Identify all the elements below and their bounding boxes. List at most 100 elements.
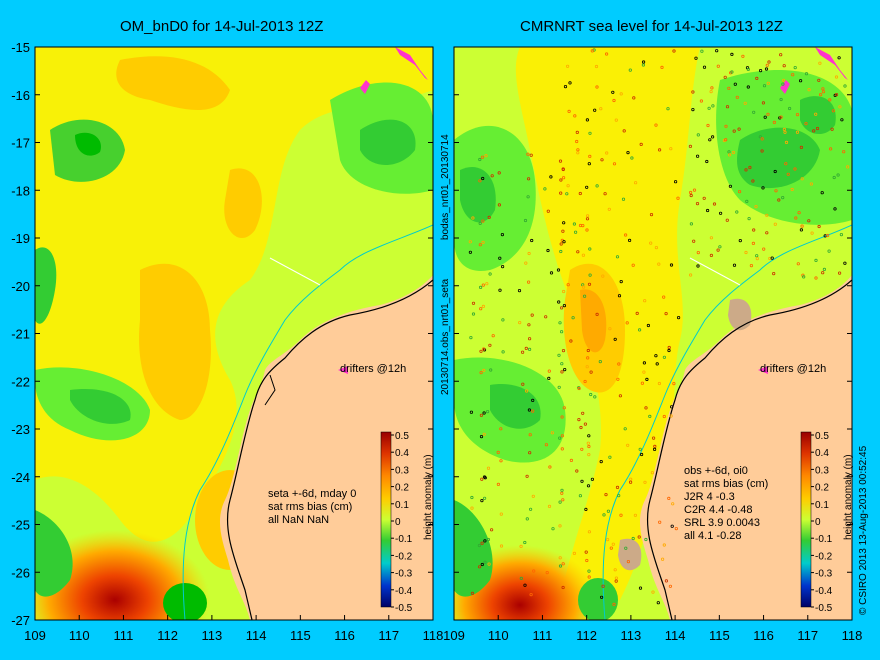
obs-marker (519, 544, 523, 549)
obs-marker (482, 347, 486, 351)
obs-marker (532, 569, 536, 573)
x-tick-label: 117 (378, 628, 399, 643)
obs-marker (614, 576, 619, 580)
obs-marker (716, 64, 720, 68)
obs-marker (587, 530, 592, 534)
obs-marker (735, 95, 739, 99)
y-tick-label: -23 (11, 422, 30, 437)
obs-marker (612, 162, 617, 166)
side-label-bodas: bodas_nrt01_20130714 (440, 134, 451, 240)
obs-marker (551, 527, 555, 531)
obs-marker (584, 550, 588, 554)
obs-marker (710, 135, 715, 139)
obs-marker (840, 118, 844, 122)
obs-marker (754, 205, 758, 209)
obs-marker (702, 196, 706, 200)
obs-marker (702, 65, 707, 69)
obs-marker (653, 444, 657, 448)
side-label-obs: 20130714.obs_nrt01_seta (440, 278, 451, 395)
obs-marker (667, 345, 671, 350)
obs-marker (481, 304, 485, 308)
obs-marker (531, 494, 535, 498)
obs-marker (619, 279, 623, 284)
obs-marker (765, 213, 769, 217)
panel-2-drifters-label: drifters @12h (760, 363, 826, 375)
obs-marker (520, 350, 525, 354)
obs-marker (782, 127, 787, 131)
obs-marker (575, 469, 579, 473)
colorbar-tick-label: 0.4 (395, 448, 409, 459)
obs-marker (827, 249, 831, 253)
obs-marker (560, 491, 564, 495)
obs-marker (765, 231, 769, 235)
obs-marker (744, 168, 748, 172)
x-tick-label: 116 (753, 628, 774, 643)
obs-marker (558, 556, 562, 560)
obs-marker (604, 52, 609, 56)
obs-marker (761, 101, 766, 105)
obs-marker (700, 49, 704, 53)
obs-marker (644, 406, 648, 410)
obs-marker (621, 197, 626, 201)
obs-marker (630, 156, 634, 160)
obs-marker (612, 602, 616, 607)
obs-marker (635, 311, 639, 315)
obs-marker (640, 381, 645, 385)
obs-marker (800, 177, 804, 181)
obs-marker (755, 256, 759, 261)
obs-marker (725, 105, 730, 109)
obs-marker (587, 569, 591, 573)
obs-marker (523, 583, 527, 587)
obs-marker (481, 240, 485, 244)
obs-marker (605, 151, 609, 155)
obs-marker (837, 56, 841, 60)
y-tick-label: -21 (11, 327, 30, 342)
obs-marker (524, 261, 528, 265)
obs-marker (795, 113, 800, 117)
obs-marker (558, 524, 562, 528)
obs-marker (470, 506, 474, 510)
obs-marker (600, 158, 604, 162)
obs-marker (711, 104, 715, 108)
obs-marker (784, 140, 789, 144)
obs-marker (485, 409, 490, 414)
obs-marker (560, 447, 564, 451)
obs-marker (626, 151, 630, 155)
obs-marker (628, 480, 633, 484)
obs-marker (557, 353, 561, 357)
obs-marker (624, 546, 628, 550)
obs-marker (664, 311, 668, 316)
obs-marker (479, 307, 483, 311)
obs-marker (548, 465, 552, 469)
obs-marker (688, 190, 693, 195)
obs-marker (795, 130, 800, 134)
obs-marker (528, 451, 532, 455)
obs-marker (648, 414, 652, 418)
obs-marker (766, 112, 770, 116)
obs-marker (576, 250, 580, 254)
obs-marker (639, 452, 644, 457)
obs-marker (821, 87, 825, 91)
obs-marker (575, 139, 579, 144)
obs-marker (559, 178, 563, 182)
obs-marker (484, 154, 488, 158)
obs-marker (825, 233, 830, 238)
obs-marker (765, 63, 769, 67)
obs-marker (563, 367, 567, 372)
obs-marker (623, 427, 627, 431)
obs-marker (763, 115, 767, 119)
obs-marker (560, 362, 564, 366)
obs-marker (615, 255, 620, 259)
obs-marker (638, 586, 643, 590)
obs-marker (586, 356, 590, 360)
obs-marker (654, 354, 658, 358)
obs-marker (800, 224, 804, 228)
obs-marker (799, 228, 804, 232)
obs-marker (582, 294, 587, 298)
colorbar-tick-label: -0.3 (395, 569, 413, 580)
obs-marker (558, 159, 563, 163)
obs-marker (660, 65, 664, 70)
obs-marker (499, 512, 503, 516)
colorbar-tick-label: -0.2 (815, 551, 833, 562)
obs-marker (804, 72, 809, 76)
